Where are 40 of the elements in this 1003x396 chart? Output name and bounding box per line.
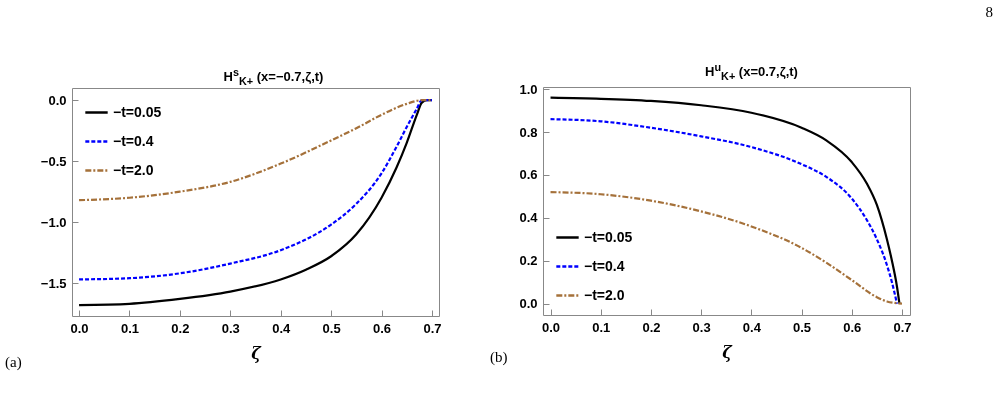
x-tick-label: 0.3 [692,319,711,335]
y-tick-label: 0.0 [519,296,538,312]
legend-label: −t=0.05 [584,228,633,245]
legend-label: −t=0.05 [113,103,162,120]
x-tick-label: 0.3 [221,320,240,336]
x-tick-label: 0.2 [642,319,661,335]
x-tick-label: 0.6 [843,319,862,335]
y-tick-label: 1.0 [519,81,538,97]
x-axis-title: ζ [251,343,263,363]
legend-label: −t=0.4 [584,257,625,274]
legend-label: −t=2.0 [584,286,625,303]
x-tick-label: 0.1 [120,320,140,336]
text: 8 [985,4,993,21]
x-tick-label: 0.4 [742,319,762,335]
y-tick-label: 0.2 [519,253,538,269]
y-tick-label: −1.0 [40,214,67,230]
y-tick-label: 0.4 [519,210,539,226]
x-tick-label: 0.4 [272,320,292,336]
x-tick-label: 0.7 [423,320,442,336]
legend-label: −t=0.4 [113,132,154,149]
x-tick-label: 0.1 [592,319,611,335]
y-tick-label: −1.5 [40,275,67,291]
x-tick-label: 0.5 [322,320,341,336]
x-tick-label: 0.0 [541,319,561,335]
chart-title: H$^{u}$$_{K+}$ (x=0.7,ζ,t) [704,61,799,82]
x-tick-label: 0.0 [70,320,89,336]
x-tick-label: 0.6 [372,320,392,336]
text: (b) [490,349,508,366]
legend-label: −t=2.0 [113,161,154,178]
line-series [549,191,904,305]
x-tick-label: 0.5 [793,319,812,335]
x-tick-label: 0.7 [893,319,912,335]
x-axis-title: ζ [722,342,734,362]
y-tick-label: 0.0 [48,92,67,108]
y-tick-label: −0.5 [40,153,67,169]
y-tick-label: 0.8 [519,124,538,140]
chart-title: H$^{s}$$_{K+}$ (x=−0.7,ζ,t) [222,66,325,87]
x-tick-label: 0.2 [171,320,190,336]
text: (a) [5,354,22,371]
y-tick-label: 0.6 [519,167,538,183]
